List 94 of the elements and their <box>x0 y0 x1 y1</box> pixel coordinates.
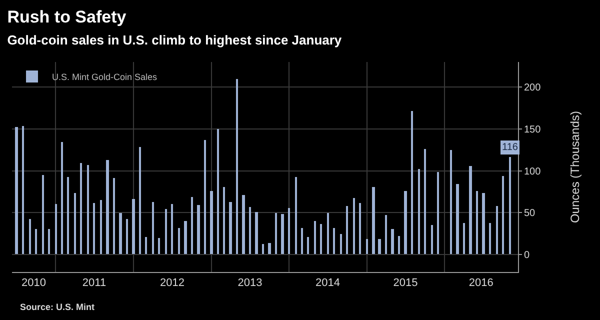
bar <box>424 149 426 254</box>
source-note: Source: U.S. Mint <box>20 302 95 312</box>
bar <box>158 238 160 254</box>
bar <box>48 229 50 254</box>
y-tick-label: 200 <box>524 82 542 94</box>
chart-title: Rush to Safety <box>7 7 127 26</box>
bar <box>100 200 102 254</box>
bar <box>152 202 154 254</box>
bar <box>249 207 251 254</box>
bar <box>496 206 498 254</box>
bar <box>139 147 141 254</box>
bar <box>165 209 167 254</box>
bar <box>184 221 187 254</box>
y-tick-label: 150 <box>524 124 542 136</box>
bar <box>197 205 200 254</box>
x-tick-label: 2014 <box>316 277 340 290</box>
y-tick-label: 0 <box>524 250 530 261</box>
bar <box>113 178 115 254</box>
bar <box>463 223 465 254</box>
bar <box>268 243 271 254</box>
bar <box>418 169 420 254</box>
bar <box>236 79 238 254</box>
bar <box>398 236 400 254</box>
bar <box>404 191 407 254</box>
bar <box>509 157 511 254</box>
bar <box>126 219 128 254</box>
bar <box>55 204 57 254</box>
bar <box>307 237 309 254</box>
bar <box>333 228 335 254</box>
x-tick-label: 2015 <box>393 277 418 290</box>
bar <box>431 225 433 254</box>
bar <box>15 127 18 254</box>
bar <box>378 239 381 254</box>
bar <box>35 229 37 254</box>
bar <box>61 142 63 254</box>
bar <box>242 195 245 254</box>
bar <box>314 221 316 254</box>
bar <box>22 126 24 254</box>
bar <box>67 177 69 254</box>
bar <box>301 228 303 254</box>
bar <box>489 223 491 254</box>
y-axis-title: Ounces (Thousands) <box>568 110 582 224</box>
y-tick-label: 50 <box>524 208 536 220</box>
bar <box>340 234 342 254</box>
bar <box>210 191 213 254</box>
bar <box>366 239 368 254</box>
y-tick-label: 100 <box>524 166 542 178</box>
x-tick-label: 2010 <box>21 277 46 290</box>
bar <box>295 177 297 254</box>
bar <box>145 237 147 254</box>
bar <box>217 129 219 254</box>
bar <box>456 184 459 254</box>
legend-label: U.S. Mint Gold-Coin Sales <box>52 72 158 82</box>
chart-subtitle: Gold-coin sales in U.S. climb to highest since January <box>7 32 342 48</box>
bar <box>391 229 394 254</box>
bar <box>281 214 284 254</box>
bar <box>476 191 478 254</box>
data-label: 116 <box>502 142 518 153</box>
bar <box>353 198 355 254</box>
bar <box>74 193 76 254</box>
bar <box>119 213 122 254</box>
bar <box>93 203 95 254</box>
bar <box>411 111 413 254</box>
bar <box>42 175 44 254</box>
bar <box>288 208 290 254</box>
x-tick-label: 2016 <box>468 277 494 290</box>
bar <box>204 140 206 254</box>
x-tick-label: 2013 <box>238 277 262 290</box>
bar <box>469 166 472 254</box>
bar <box>482 193 485 254</box>
bar <box>275 213 277 254</box>
bar <box>372 187 375 254</box>
bar <box>87 165 89 254</box>
bar <box>255 212 258 254</box>
bar <box>502 176 504 254</box>
bar <box>106 160 109 254</box>
bar <box>178 228 180 254</box>
bar <box>385 215 387 254</box>
bar <box>262 244 264 254</box>
bar <box>437 172 439 254</box>
bar <box>229 202 232 254</box>
bar <box>171 204 173 254</box>
bar <box>346 206 348 254</box>
bar <box>450 150 452 254</box>
bar <box>327 213 329 254</box>
x-tick-label: 2012 <box>160 277 184 290</box>
bar <box>359 203 361 254</box>
bar <box>29 219 31 254</box>
bar <box>223 187 225 254</box>
bar <box>191 197 193 254</box>
bar <box>80 163 82 254</box>
bar <box>320 224 322 254</box>
bar <box>132 199 135 254</box>
x-tick-label: 2011 <box>82 277 106 290</box>
